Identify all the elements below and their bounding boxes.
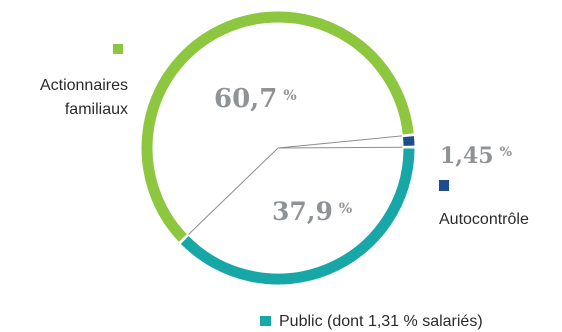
percent-sign: % [500,145,513,160]
slice-value-label-2: 37,9% [272,197,352,226]
legend-swatch-public [260,316,271,326]
legend-label-autocontrole: Autocontrôle [439,211,529,228]
leader-line-1 [277,135,402,149]
legend-swatch-family [113,44,123,54]
slice-value-label-0: 60,7% [214,84,297,114]
legend-swatch-autocontrole [439,180,449,191]
leader-lines [188,135,403,235]
labels-layer: 60,7 % 1,45 % 37,9 % Actionnaires familiaux Auto… [40,44,529,330]
leader-line-0 [188,147,279,235]
slice-value-label-1: 1,45% [440,143,513,169]
legend-label-family: Actionnaires familiaux [40,77,128,118]
percent-sign: % [339,201,352,217]
slice-2 [180,148,415,285]
percent-sign: % [283,88,296,104]
leader-line-2 [277,146,403,149]
slices-layer [141,11,415,285]
slice-0 [141,11,414,242]
legend-label-public: Public (dont 1,31 % salariés) [279,313,483,330]
